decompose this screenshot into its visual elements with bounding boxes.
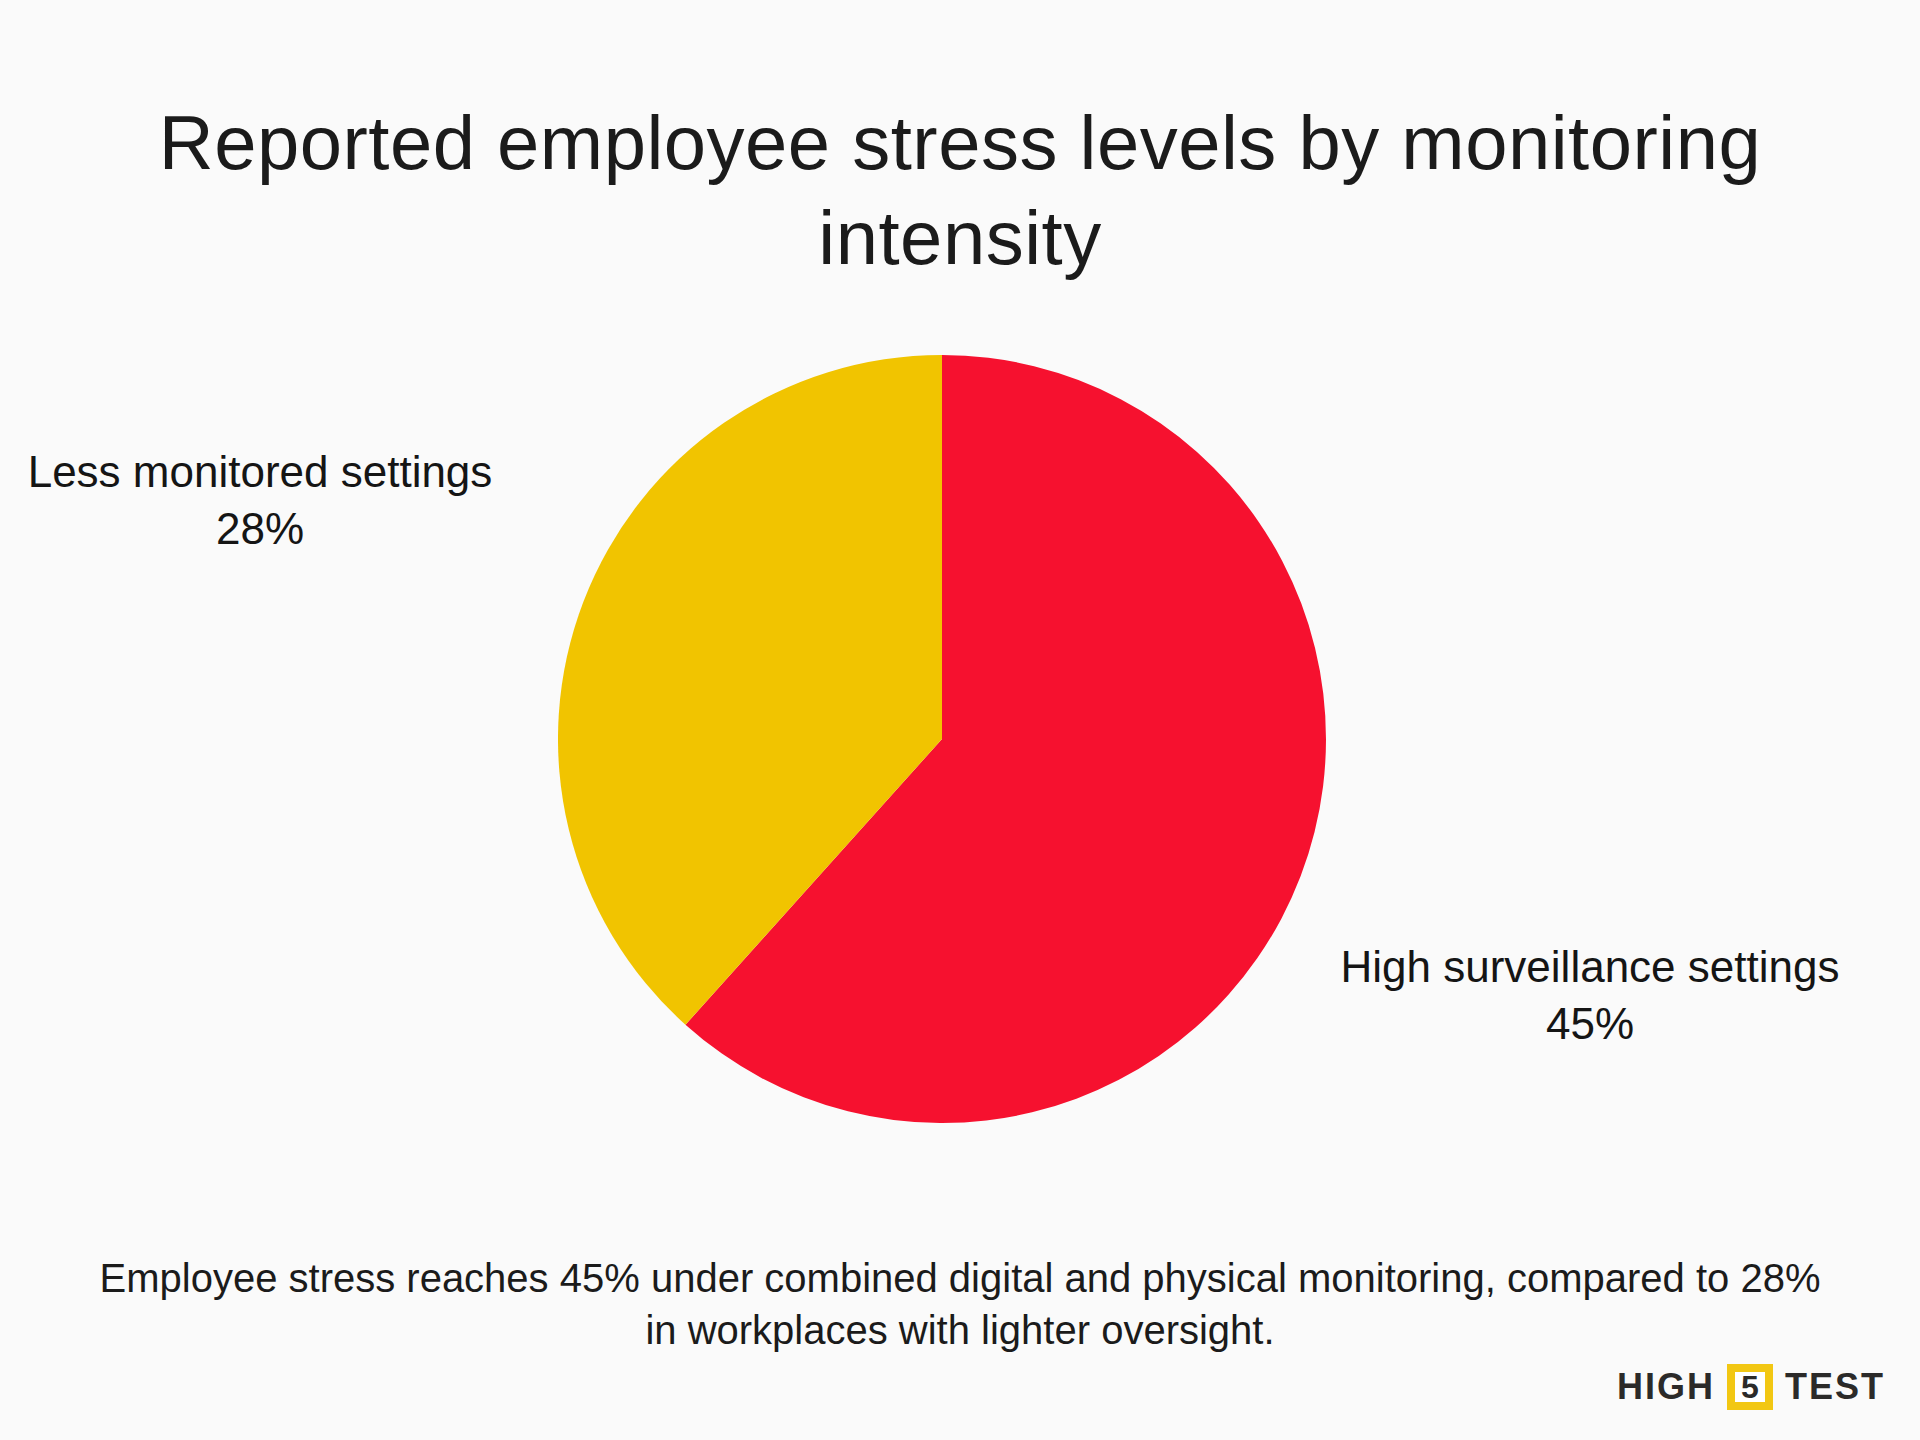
slice-percentage: 28% [0,500,520,557]
slice-label-text: Less monitored settings [28,447,493,496]
caption: Employee stress reaches 45% under combin… [80,1252,1840,1356]
label-high-surveillance: High surveillance settings 45% [1260,938,1920,1052]
pie-chart-container [558,355,1326,1123]
infographic: Reported employee stress levels by monit… [0,0,1920,1440]
logo-five-box: 5 [1727,1364,1773,1410]
pie-chart [558,355,1326,1123]
logo-word-high: HIGH [1617,1366,1715,1408]
label-less-monitored: Less monitored settings 28% [0,443,520,557]
page-title: Reported employee stress levels by monit… [50,95,1870,285]
slice-label-text: High surveillance settings [1341,942,1840,991]
slice-percentage: 45% [1260,995,1920,1052]
high5test-logo: HIGH 5 TEST [1617,1364,1885,1410]
logo-word-test: TEST [1785,1366,1885,1408]
